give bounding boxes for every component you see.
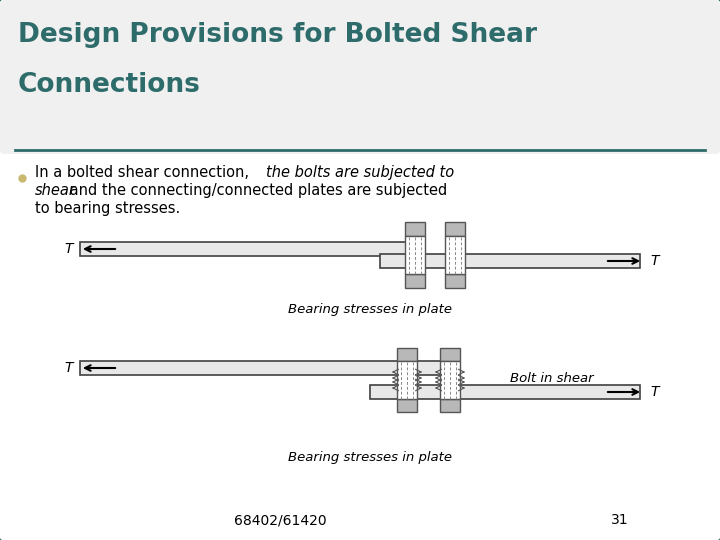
Text: Bearing stresses in plate: Bearing stresses in plate [288,451,452,464]
Bar [80,361,450,375]
Text: Bolt in shear: Bolt in shear [510,372,593,384]
Text: T: T [650,385,659,399]
Text: T: T [65,242,73,256]
Text: T: T [650,254,659,268]
Bar [397,361,417,399]
Text: to bearing stresses.: to bearing stresses. [35,201,180,216]
Bar [445,236,465,274]
Text: 68402/61420: 68402/61420 [234,513,326,527]
Bar [397,348,417,361]
Bar [397,399,417,412]
Bar [445,222,465,236]
Bar [380,254,640,268]
Text: shear: shear [35,183,76,198]
Text: In a bolted shear connection,: In a bolted shear connection, [35,165,253,180]
Bar [370,385,640,399]
Bar [405,236,425,274]
Bar [405,274,425,288]
Bar [440,348,460,361]
Text: Design Provisions for Bolted Shear: Design Provisions for Bolted Shear [18,22,537,48]
Text: 31: 31 [611,513,629,527]
Text: the bolts are subjected to: the bolts are subjected to [266,165,454,180]
Text: Connections: Connections [18,72,201,98]
Text: Bearing stresses in plate: Bearing stresses in plate [288,303,452,316]
Text: T: T [65,361,73,375]
Bar [445,274,465,288]
Bar [440,399,460,412]
Bar [440,361,460,399]
Text: and the connecting/connected plates are subjected: and the connecting/connected plates are … [65,183,447,198]
Bar [405,222,425,236]
Bar [80,242,420,256]
FancyBboxPatch shape [0,0,720,154]
